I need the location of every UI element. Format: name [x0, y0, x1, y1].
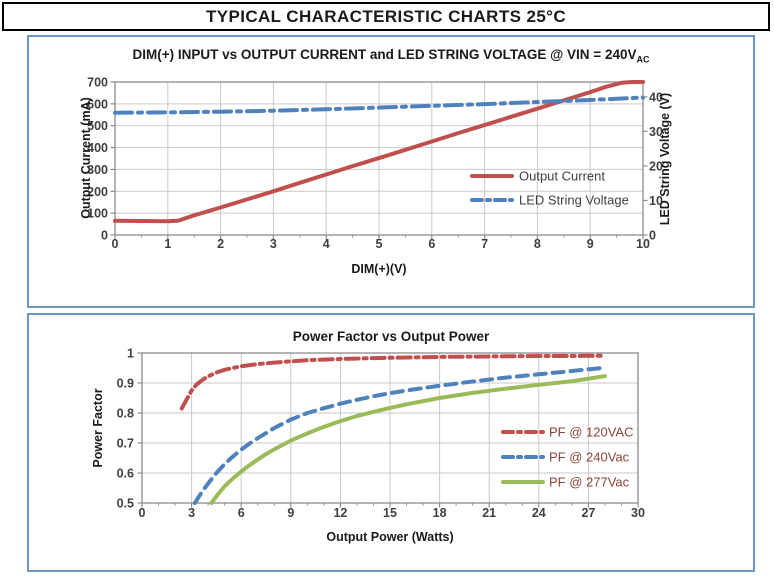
y-tick-label: 0.5	[117, 497, 134, 511]
bottom-chart-title: Power Factor vs Output Power	[292, 329, 490, 344]
y-right-tick-label: 20	[649, 159, 663, 173]
x-tick-label: 30	[631, 506, 645, 520]
y-tick-label: 1	[127, 347, 134, 361]
y-right-tick-label: 0	[649, 229, 656, 243]
y-tick-label: 200	[87, 185, 108, 199]
y-tick-label: 0.7	[117, 437, 134, 451]
y-tick-label: 0.9	[117, 377, 134, 391]
y-right-tick-label: 30	[649, 125, 663, 139]
x-tick-label: 15	[383, 506, 397, 520]
power-factor-chart: 0 3 6 9 12 15 18 21 24 27 30 0.5 0.6 0.7 0.8 0.9 1 Output…	[91, 347, 645, 545]
x-tick-label: 2	[217, 237, 224, 251]
y-tick-label: 100	[87, 207, 108, 221]
y-tick-label: 400	[87, 141, 108, 155]
legend-label-pf-120vac: PF @ 120VAC	[549, 425, 634, 440]
x-axis-title: Output Power (Watts)	[326, 530, 453, 544]
y-tick-label: 500	[87, 119, 108, 133]
x-tick-label: 21	[482, 506, 496, 520]
series-line-output-current	[113, 80, 645, 224]
y-tick-label: 0.8	[117, 407, 134, 421]
x-tick-label: 18	[433, 506, 447, 520]
x-tick-label: 1	[164, 237, 171, 251]
top-chart-title-subscript: AC	[636, 54, 650, 65]
legend-label-pf-277vac: PF @ 277Vac	[549, 475, 630, 490]
y-tick-label: 600	[87, 97, 108, 111]
x-tick-label: 6	[428, 237, 435, 251]
legend-label-pf-240vac: PF @ 240Vac	[549, 450, 630, 465]
top-chart-title: DIM(+) INPUT vs OUTPUT CURRENT and LED S…	[132, 47, 650, 65]
legend-label-led-string-voltage: LED String Voltage	[519, 193, 629, 208]
page-title: TYPICAL CHARACTERISTIC CHARTS 25°C	[205, 6, 567, 26]
x-tick-label: 8	[534, 237, 541, 251]
y-axis-title: Power Factor	[91, 388, 105, 467]
y-tick-label: 300	[87, 163, 108, 177]
series-line-pf-277vac	[209, 374, 607, 505]
series-line-led-string-voltage	[113, 95, 645, 115]
x-tick-label: 3	[188, 506, 195, 520]
y-axis-title: Output Current (mA)	[79, 97, 93, 219]
x-tick-label: 7	[481, 237, 488, 251]
x-tick-label: 24	[532, 506, 546, 520]
series-line-pf-240vac	[192, 365, 607, 505]
x-tick-label: 9	[587, 237, 594, 251]
top-chart-box: DIM(+) INPUT vs OUTPUT CURRENT and LED S…	[27, 35, 755, 308]
x-tick-label: 0	[112, 237, 119, 251]
x-tick-label: 6	[238, 506, 245, 520]
y-tick-label: 700	[87, 76, 108, 90]
y-right-axis-title: LED String Voltage (V)	[658, 93, 672, 225]
x-axis-title: DIM(+)(V)	[351, 262, 406, 276]
banner: TYPICAL CHARACTERISTIC CHARTS 25°C	[2, 2, 770, 31]
y-right-tick-label: 40	[649, 90, 663, 104]
series-line-pf-120vac	[179, 353, 607, 411]
dim-input-vs-output-chart: 0 1 2 3 4 5 6 7 8 9 100100200300400500600700010203…	[79, 76, 672, 277]
x-tick-label: 27	[581, 506, 595, 520]
legend-label-output-current: Output Current	[519, 169, 605, 184]
bottom-chart-box: Power Factor vs Output Power 0 3 6 9 12 15 18 2…	[27, 313, 755, 572]
y-tick-label: 0	[101, 229, 108, 243]
x-tick-label: 10	[636, 237, 650, 251]
x-tick-label: 5	[376, 237, 383, 251]
x-tick-label: 3	[270, 237, 277, 251]
x-tick-label: 9	[287, 506, 294, 520]
x-tick-label: 0	[139, 506, 146, 520]
y-tick-label: 0.6	[117, 467, 134, 481]
y-right-tick-label: 10	[649, 194, 663, 208]
x-tick-label: 4	[323, 237, 330, 251]
x-tick-label: 12	[333, 506, 347, 520]
